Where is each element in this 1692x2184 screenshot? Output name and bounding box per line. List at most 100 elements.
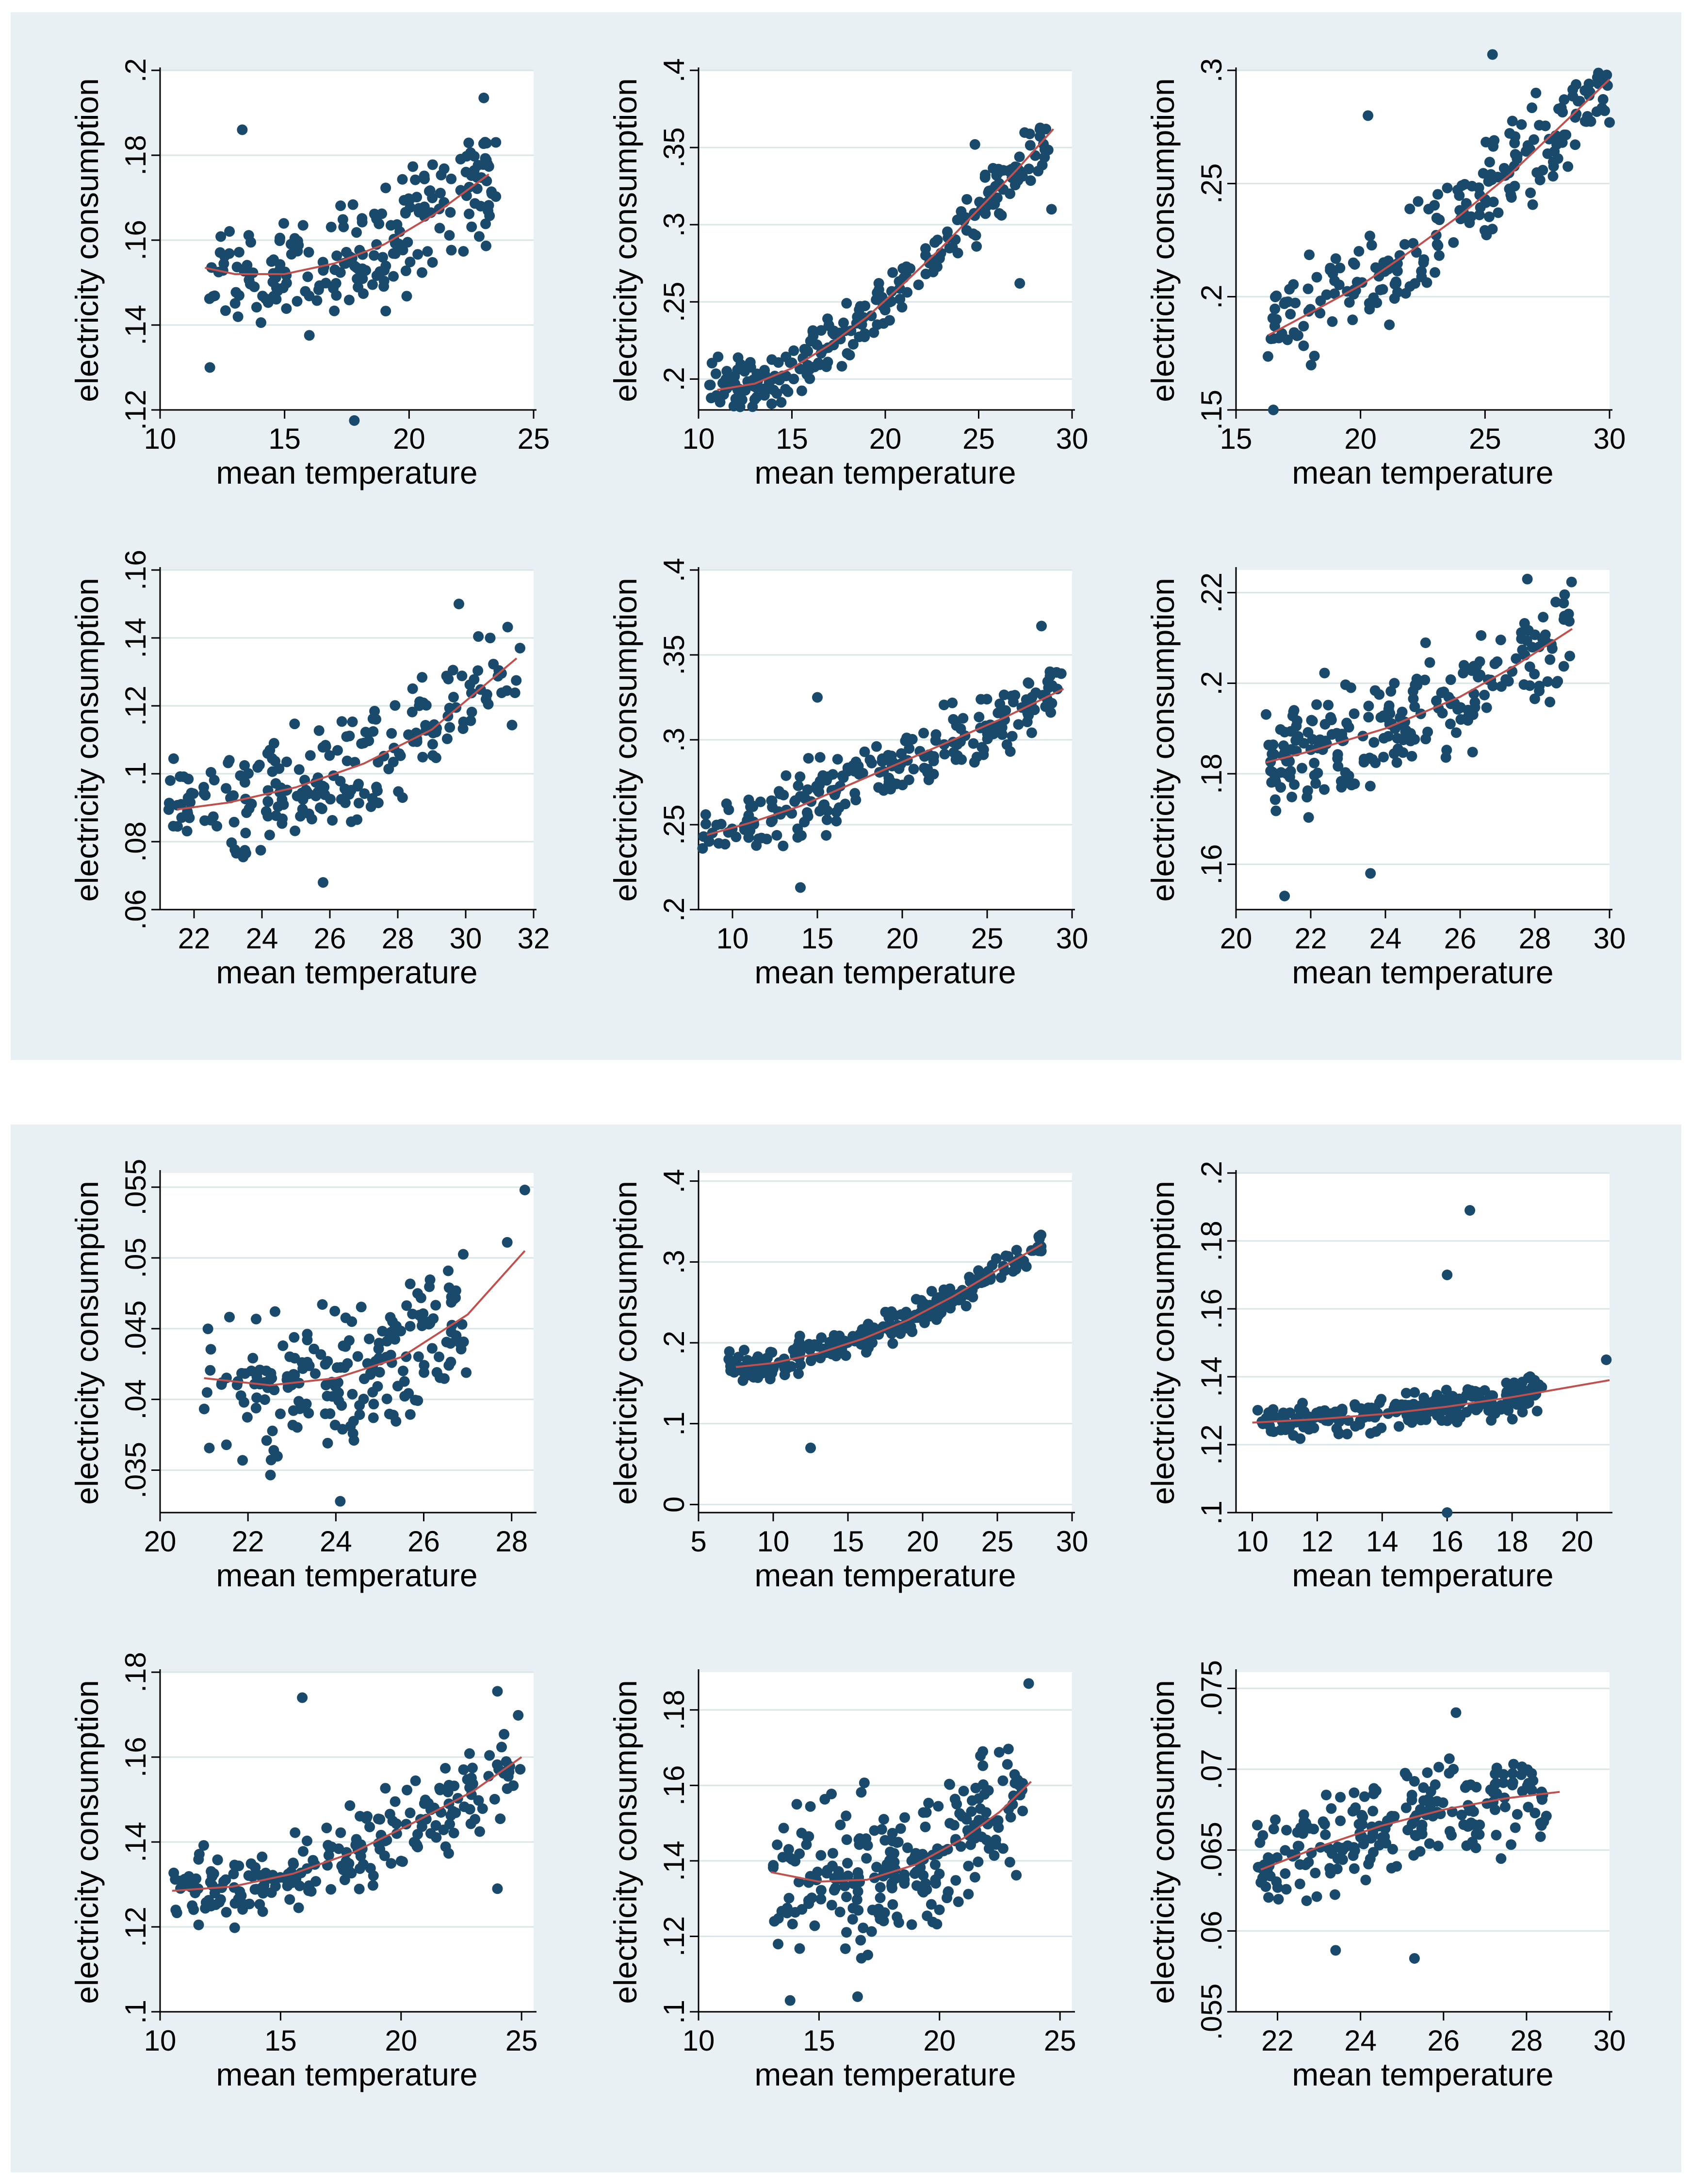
scatter-point xyxy=(335,1496,346,1507)
scatter-point xyxy=(368,1412,379,1423)
fitted-curve xyxy=(770,1781,1032,1883)
scatter-point xyxy=(371,714,382,725)
scatter-point xyxy=(355,1810,366,1822)
scatter-point xyxy=(1491,1777,1502,1789)
scatter-point xyxy=(356,1302,367,1313)
scatter-point xyxy=(951,720,962,731)
scatter-point xyxy=(1467,1402,1478,1413)
scatter-point xyxy=(326,1842,337,1853)
scatter-point xyxy=(732,352,744,363)
scatter-point xyxy=(1364,230,1375,242)
scatter-point xyxy=(992,192,1003,203)
scatter-point xyxy=(997,1775,1009,1786)
scatter-point xyxy=(1327,316,1338,327)
scatter-point xyxy=(1510,1822,1521,1833)
scatter-point xyxy=(1409,1953,1420,1964)
scatter-point xyxy=(297,794,309,805)
scatter-point xyxy=(324,750,335,761)
scatter-point xyxy=(376,208,388,219)
scatter-point xyxy=(175,1883,186,1894)
scatter-point xyxy=(1504,128,1515,139)
scatter-point xyxy=(968,738,979,749)
scatter-point xyxy=(895,1823,906,1834)
scatter-point xyxy=(794,1943,805,1954)
scatter-point xyxy=(850,795,862,806)
scatter-point xyxy=(812,1866,823,1877)
scatter-point xyxy=(1285,309,1296,320)
scatter-point xyxy=(401,291,412,302)
scatter-point xyxy=(1446,1830,1457,1841)
scatter-point xyxy=(1030,150,1041,161)
y-axis-title: electricity consumption xyxy=(69,1680,105,2004)
scatter-point xyxy=(1056,668,1067,679)
scatter-point xyxy=(191,1873,202,1884)
scatter-point xyxy=(720,374,732,385)
scatter-point xyxy=(882,781,894,792)
scatter-point xyxy=(991,170,1002,181)
scatter-point xyxy=(899,1869,910,1880)
scatter-point xyxy=(992,1815,1004,1826)
scatter-point xyxy=(1367,1806,1379,1817)
scatter-point xyxy=(821,814,832,825)
scatter-point xyxy=(314,280,325,291)
scatter-point xyxy=(294,1403,306,1415)
scatter-point xyxy=(412,1829,423,1840)
scatter-point xyxy=(1409,1387,1420,1398)
scatter-point xyxy=(842,348,853,359)
scatter-point xyxy=(292,235,303,246)
scatter-point xyxy=(1503,676,1514,687)
scatter-point xyxy=(1422,1767,1433,1778)
scatter-point xyxy=(1531,1405,1543,1417)
scatter-point xyxy=(368,1399,379,1410)
y-axis-title: electricity consumption xyxy=(607,1680,643,2004)
scatter-point xyxy=(371,270,382,281)
scatter-point xyxy=(1436,687,1447,699)
y-tick-label: .18 xyxy=(1195,753,1228,794)
scatter-point xyxy=(249,281,260,293)
y-tick-label: .05 xyxy=(119,1238,152,1278)
y-tick-label: .2 xyxy=(658,1331,690,1355)
scatter-point xyxy=(778,1823,789,1834)
scatter-point xyxy=(1271,1852,1283,1863)
scatter-point xyxy=(329,1419,341,1431)
scatter-point xyxy=(789,796,800,807)
scatter-point xyxy=(251,302,262,313)
scatter-point xyxy=(1535,1818,1546,1829)
scatter-point xyxy=(1310,778,1321,789)
scatter-point xyxy=(423,186,435,197)
scatter-point xyxy=(852,1886,863,1897)
scatter-point xyxy=(260,293,271,304)
scatter-point xyxy=(1298,1809,1309,1820)
y-tick-label: .08 xyxy=(119,821,152,862)
plot-area xyxy=(1236,1173,1610,1513)
scatter-point xyxy=(212,1855,223,1866)
scatter-point xyxy=(835,333,846,344)
scatter-point xyxy=(1323,1843,1334,1854)
scatter-point xyxy=(997,1843,1009,1854)
scatter-point xyxy=(395,750,406,761)
scatter-point xyxy=(413,1351,424,1362)
scatter-point xyxy=(201,1387,212,1398)
x-tick-label: 25 xyxy=(518,423,550,455)
scatter-point xyxy=(832,754,843,765)
scatter-point xyxy=(480,218,491,229)
scatter-point xyxy=(448,1827,459,1839)
scatter-point xyxy=(1550,597,1562,608)
scatter-point xyxy=(238,851,249,863)
scatter-point xyxy=(1326,729,1337,740)
scatter-point xyxy=(1499,1801,1511,1812)
scatter-point xyxy=(859,1777,870,1789)
scatter-point xyxy=(1363,701,1374,712)
scatter-point xyxy=(862,1319,874,1330)
scatter-point xyxy=(878,1814,889,1825)
scatter-point xyxy=(1483,211,1495,222)
scatter-point xyxy=(1392,743,1403,754)
scatter-point xyxy=(431,1367,442,1378)
scatter-point xyxy=(239,760,250,771)
scatter-point xyxy=(1252,1820,1263,1831)
scatter-point xyxy=(372,1381,383,1392)
scatter-point xyxy=(251,1392,262,1403)
scatter-point xyxy=(300,286,311,297)
scatter-point xyxy=(830,1882,841,1893)
scatter-point xyxy=(1413,196,1424,207)
